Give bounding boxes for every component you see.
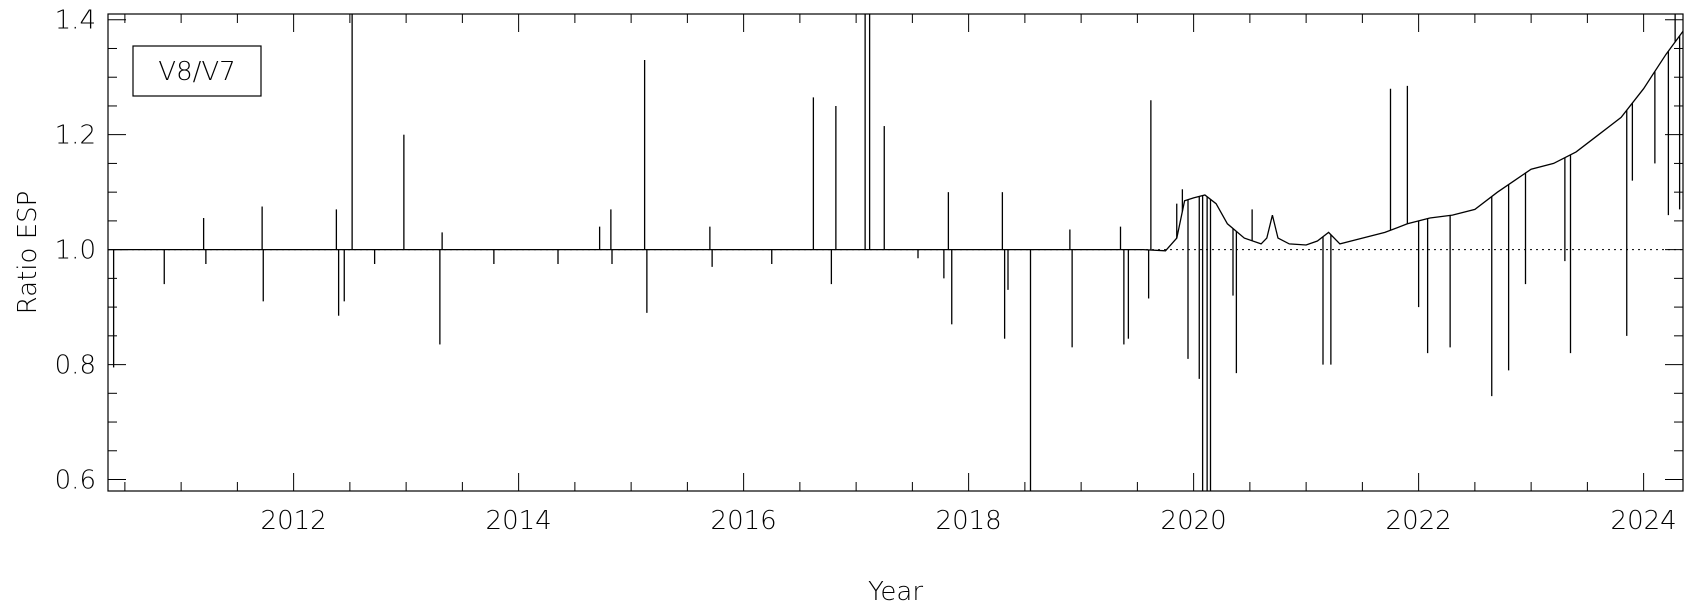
series-layer [108,14,1684,491]
y-axis-title: Ratio ESP [13,191,43,315]
x-tick-label: 2020 [1161,506,1227,536]
x-tick-label: 2022 [1386,506,1452,536]
y-tick-label: 0.6 [55,466,96,496]
x-tick-label: 2016 [711,506,777,536]
y-tick-label: 1.2 [55,121,96,151]
y-tick-label: 1.4 [55,6,96,36]
x-tick-label: 2018 [936,506,1002,536]
plot-frame [107,13,1684,492]
series-line [108,30,1684,252]
x-tick-label: 2014 [486,506,552,536]
x-axis-title: Year [868,577,923,607]
y-tick-label: 0.8 [55,351,96,381]
axis-tick-labels: 2012 2014 2016 2018 2020 2022 2024 0.6 0.8 1.0 1.2… [55,6,1677,536]
y-tick-label: 1.0 [55,236,96,266]
legend-box [132,45,262,97]
axis-ticks [108,14,1683,491]
legend: V8/V7 [132,45,262,97]
x-tick-label: 2012 [261,506,327,536]
legend-entry-label: V8/V7 [158,57,235,87]
x-tick-label: 2024 [1611,506,1677,536]
